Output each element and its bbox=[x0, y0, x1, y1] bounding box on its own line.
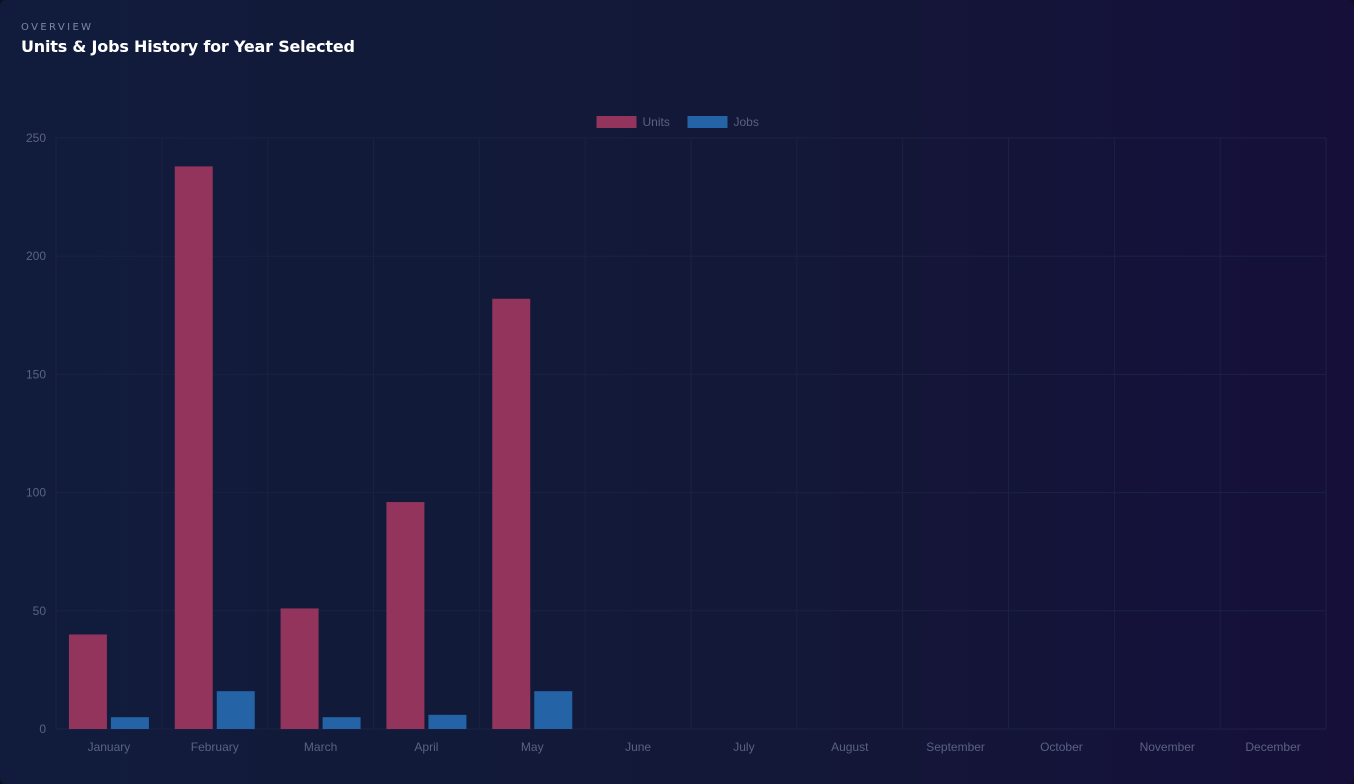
x-axis: January February March April May June July Augu… bbox=[88, 740, 1301, 754]
x-tick-label: July bbox=[733, 740, 754, 754]
x-tick-label: May bbox=[521, 740, 544, 754]
legend-swatch-jobs[interactable] bbox=[687, 116, 728, 128]
bar-jobs-january[interactable] bbox=[110, 717, 149, 729]
y-tick-label: 50 bbox=[33, 604, 47, 618]
y-tick-label: 250 bbox=[26, 131, 46, 145]
legend-swatch-units[interactable] bbox=[596, 116, 637, 128]
x-tick-label: March bbox=[304, 740, 337, 754]
y-tick-label: 100 bbox=[26, 486, 46, 500]
bar-units-april[interactable] bbox=[386, 502, 425, 729]
x-tick-label: April bbox=[414, 740, 438, 754]
bar-jobs-march[interactable] bbox=[322, 717, 361, 729]
bar-jobs-may[interactable] bbox=[534, 691, 573, 729]
x-tick-label: September bbox=[926, 740, 985, 754]
x-tick-label: November bbox=[1140, 740, 1195, 754]
legend: Units Jobs bbox=[596, 115, 759, 129]
y-tick-label: 150 bbox=[26, 367, 46, 381]
bar-jobs-april[interactable] bbox=[428, 714, 467, 729]
x-tick-label: December bbox=[1245, 740, 1300, 754]
bar-units-january[interactable] bbox=[68, 634, 107, 729]
bar-units-march[interactable] bbox=[280, 608, 319, 729]
y-tick-label: 200 bbox=[26, 249, 46, 263]
x-tick-label: June bbox=[625, 740, 651, 754]
legend-label-jobs[interactable]: Jobs bbox=[734, 115, 759, 129]
y-tick-label: 0 bbox=[39, 722, 46, 736]
x-tick-label: August bbox=[831, 740, 869, 754]
x-tick-label: February bbox=[191, 740, 239, 754]
bars bbox=[68, 166, 573, 730]
grid bbox=[55, 137, 1327, 730]
bar-units-may[interactable] bbox=[492, 298, 531, 729]
x-tick-label: January bbox=[88, 740, 131, 754]
bar-jobs-february[interactable] bbox=[216, 691, 255, 729]
section-eyebrow: OVERVIEW bbox=[21, 22, 94, 33]
x-tick-label: October bbox=[1040, 740, 1083, 754]
chart-title: Units & Jobs History for Year Selected bbox=[21, 37, 355, 56]
legend-label-units[interactable]: Units bbox=[643, 115, 670, 129]
y-axis: 0 50 100 150 200 250 bbox=[26, 131, 46, 736]
bar-units-february[interactable] bbox=[174, 166, 213, 730]
